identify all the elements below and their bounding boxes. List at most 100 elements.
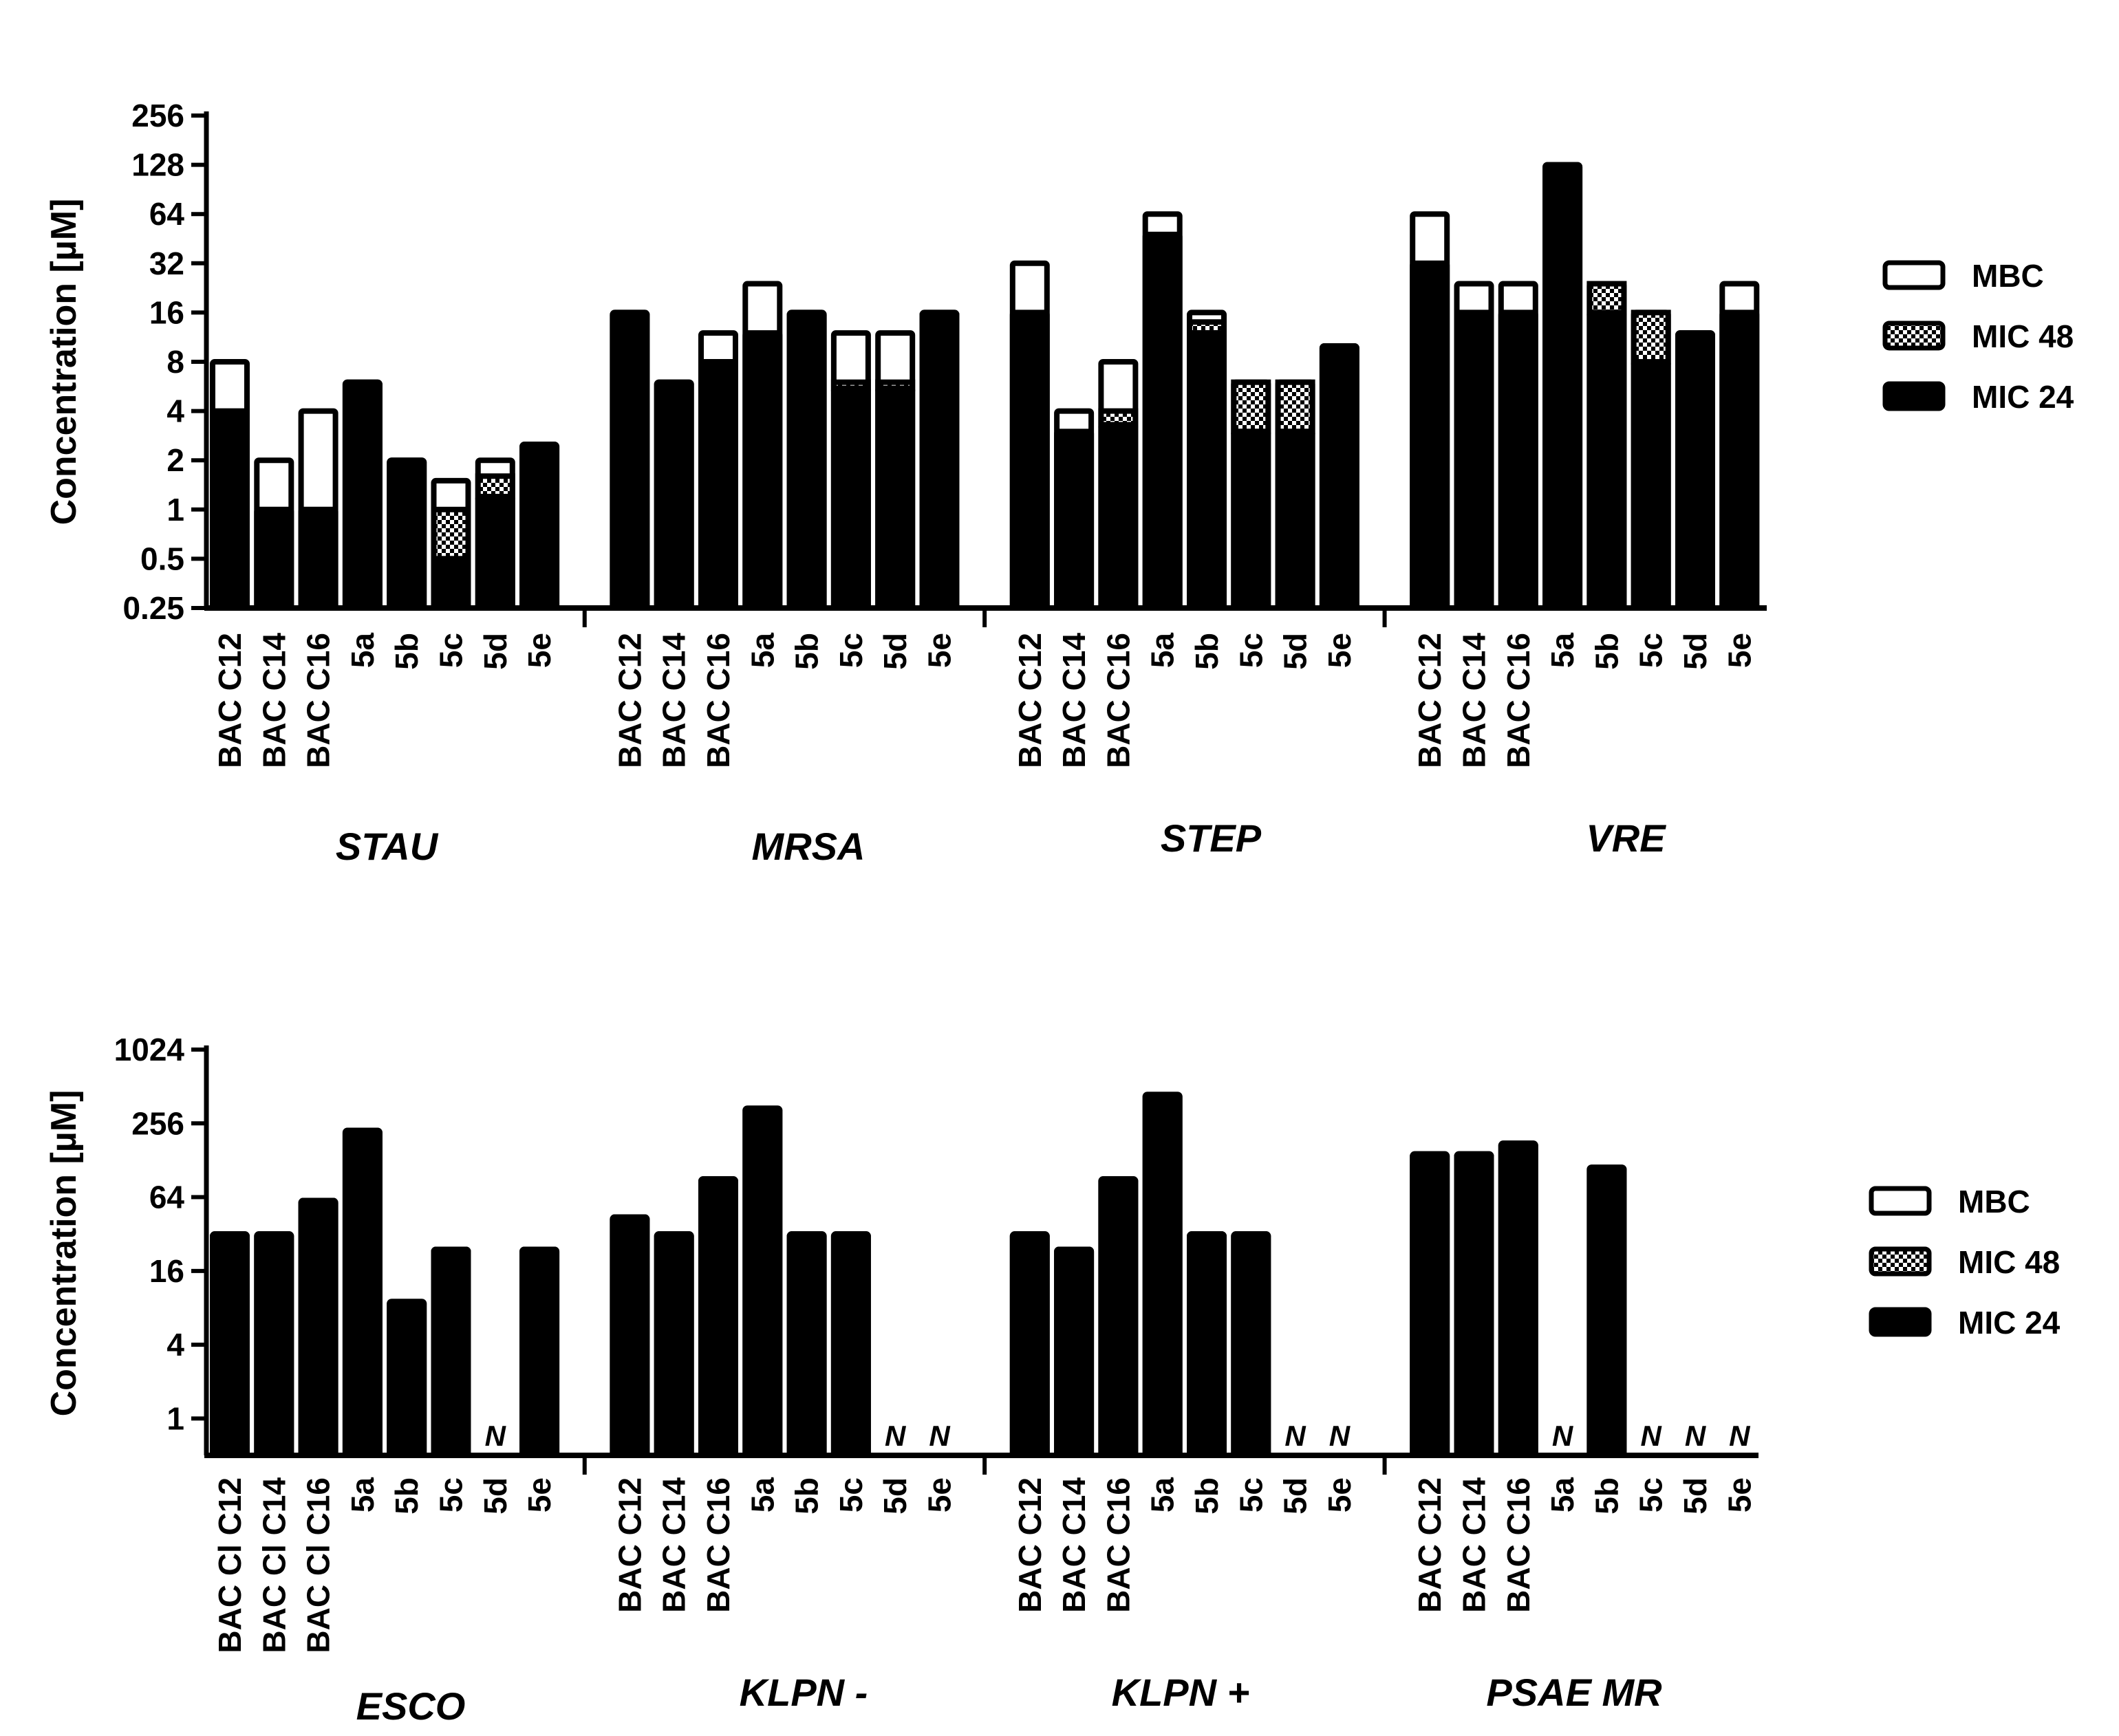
- category-label: BAC C16: [700, 633, 736, 768]
- chart-gram-negative: 1 4 16 64 256 1024 Concentration [µM] BAC Cl C1…: [44, 1032, 2061, 1728]
- legend-swatch-mic24: [1869, 1307, 1932, 1337]
- category-label: 5b: [389, 1477, 424, 1515]
- bar-mic48: [1231, 379, 1271, 435]
- bar-mic24: [1142, 231, 1183, 611]
- category-label: BAC C14: [1456, 633, 1492, 768]
- bar-mic24: [1454, 310, 1494, 611]
- category-label: BAC C12: [612, 633, 647, 768]
- category-label: 5c: [833, 633, 869, 668]
- y-tick-label: 8: [166, 344, 184, 380]
- bar-mic24: [1054, 428, 1095, 611]
- bar-mic24: [742, 1105, 783, 1458]
- legend-label: MBC: [1958, 1184, 2030, 1219]
- bar-mic24: [654, 379, 694, 611]
- y-tick-label: 4: [166, 1327, 184, 1363]
- category-label: 5b: [789, 633, 825, 670]
- bar-mic24: [387, 457, 427, 611]
- bar-mic24: [1098, 422, 1139, 611]
- category-label: BAC C12: [1412, 633, 1448, 768]
- not-determined-marker: N: [1685, 1420, 1707, 1452]
- legend-label: MIC 24: [1958, 1305, 2061, 1341]
- bar-mic24: [875, 385, 916, 611]
- category-label: 5d: [477, 633, 513, 670]
- y-tick-label: 16: [149, 1253, 184, 1289]
- bar-mic24: [431, 556, 471, 611]
- group-label: KLPN +: [1112, 1671, 1250, 1714]
- bar-mic24: [786, 1231, 827, 1458]
- bar-mic24: [1009, 1231, 1050, 1458]
- bar-mic24: [830, 1231, 871, 1458]
- y-axis-label: Concentration [µM]: [44, 1090, 84, 1417]
- bar-mic24: [254, 506, 294, 611]
- group-label: ESCO: [356, 1684, 466, 1728]
- category-label: BAC C16: [1100, 1477, 1136, 1613]
- legend-swatch-mic48: [1882, 321, 1946, 351]
- category-label: BAC C12: [1012, 1477, 1048, 1613]
- bar-mic48: [431, 506, 471, 562]
- not-determined-marker: N: [1284, 1420, 1306, 1452]
- category-label: 5e: [1322, 1477, 1357, 1512]
- bar-mic24: [654, 1231, 694, 1458]
- bar-mic24: [1187, 330, 1227, 611]
- legend-label: MIC 24: [1972, 379, 2074, 415]
- group-label: VRE: [1586, 816, 1666, 860]
- bar-mic24: [298, 1197, 338, 1459]
- y-tick-label: 256: [131, 98, 184, 133]
- bar-mic24: [830, 385, 871, 611]
- bar-mic24: [431, 1246, 471, 1458]
- not-determined-marker: N: [1641, 1420, 1663, 1452]
- category-label: 5b: [1189, 633, 1225, 670]
- bar-mic24: [210, 408, 250, 611]
- category-label: 5a: [1545, 1477, 1580, 1513]
- not-determined-marker: N: [485, 1420, 507, 1452]
- bar-mic48: [475, 473, 515, 499]
- category-label: 5c: [833, 1477, 869, 1512]
- category-label: BAC Cl C16: [301, 1477, 336, 1653]
- bar-mic24: [1098, 1176, 1139, 1458]
- category-label: BAC C14: [1056, 1477, 1092, 1613]
- bar-mic24: [1586, 310, 1627, 611]
- y-tick-label: 4: [166, 393, 184, 429]
- category-label: 5d: [1278, 633, 1313, 670]
- y-tick-label: 64: [149, 1180, 185, 1215]
- category-label: 5d: [477, 1477, 513, 1515]
- category-label: 5a: [1145, 633, 1181, 669]
- bar-mic24: [1187, 1231, 1227, 1458]
- category-label: BAC Cl C14: [256, 1477, 292, 1653]
- bar-mic24: [1410, 1151, 1450, 1458]
- bar-mic48: [1586, 281, 1627, 316]
- bar-mic24: [1142, 1092, 1183, 1458]
- category-label: 5b: [1589, 1477, 1624, 1515]
- category-label: 5a: [744, 633, 780, 669]
- y-tick-label: 128: [131, 147, 184, 183]
- bar-mic24: [742, 330, 783, 611]
- category-label: 5d: [877, 1477, 913, 1515]
- bar-mic24: [1319, 343, 1359, 611]
- category-label: 5a: [345, 1477, 380, 1513]
- category-label: 5c: [1633, 1477, 1669, 1512]
- not-determined-marker: N: [1329, 1420, 1351, 1452]
- category-label: BAC C14: [656, 1477, 692, 1613]
- bar-mic24: [1275, 428, 1315, 611]
- category-label: BAC C16: [1100, 633, 1136, 768]
- bar-mic24: [1498, 310, 1538, 611]
- y-tick-label: 0.25: [122, 590, 184, 626]
- bar-mic24: [1410, 260, 1450, 611]
- category-label: BAC C12: [612, 1477, 647, 1613]
- category-label: BAC C16: [301, 633, 336, 768]
- category-label: 5e: [521, 633, 557, 668]
- category-label: 5b: [389, 633, 424, 670]
- category-label: 5b: [1189, 1477, 1225, 1515]
- category-label: BAC C16: [700, 1477, 736, 1613]
- y-tick-label: 64: [149, 196, 185, 232]
- category-label: 5d: [877, 633, 913, 670]
- y-tick-label: 32: [149, 246, 184, 281]
- legend-swatch-mbc: [1869, 1186, 1932, 1216]
- category-label: 5d: [1677, 633, 1713, 670]
- y-axis-label: Concentration [µM]: [44, 199, 84, 525]
- category-label: BAC C16: [1500, 633, 1536, 768]
- category-label: 5e: [1721, 633, 1757, 668]
- bar-mic24: [698, 1176, 738, 1458]
- category-label: BAC C12: [1012, 633, 1048, 768]
- legend-swatch-mic48: [1869, 1246, 1932, 1277]
